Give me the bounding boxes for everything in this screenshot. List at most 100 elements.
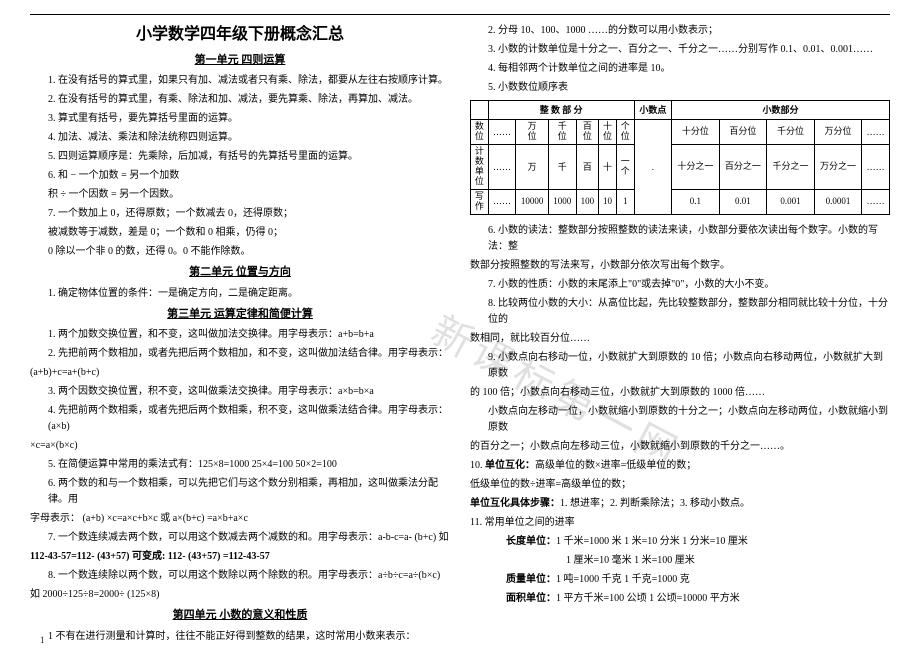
- cell: 十分之一: [672, 145, 720, 190]
- text-line: 3. 算式里有括号，要先算括号里面的运算。: [30, 111, 450, 127]
- text-line: 的 100 倍；小数点向右移动三位，小数就扩大到原数的 1000 倍……: [470, 385, 890, 401]
- empty-header: [471, 101, 489, 120]
- cell: 一个: [616, 145, 634, 190]
- label: 单位互化：: [485, 460, 535, 471]
- cell: ……: [862, 145, 890, 190]
- table-row: 整 数 部 分 小数点 小数部分: [471, 101, 890, 120]
- row-label: 计数单位: [471, 145, 489, 190]
- cell: 万分位: [814, 120, 862, 145]
- cell: 万分之一: [814, 145, 862, 190]
- left-column: 小学数学四年级下册概念汇总 第一单元 四则运算 1. 在没有括号的算式里，如果只…: [30, 20, 450, 631]
- text-line: 如 2000÷125÷8=2000÷ (125×8): [30, 587, 450, 603]
- cell: ……: [488, 120, 516, 145]
- text-line: 5. 小数数位顺序表: [470, 80, 890, 96]
- decimal-place-table: 整 数 部 分 小数点 小数部分 数位 …… 万位 千位 百位 十位 个位 . …: [470, 100, 890, 215]
- cell: 1000: [548, 189, 576, 214]
- top-divider: [30, 14, 890, 15]
- cell: 万位: [516, 120, 549, 145]
- bold-text: 112-43-57=112- (43+57) 可变成: 112- (43+57)…: [30, 551, 270, 562]
- text-line: 1. 两个加数交换位置，和不变，这叫做加法交换律。用字母表示：a+b=b+a: [30, 327, 450, 343]
- cell: ……: [862, 120, 890, 145]
- text-line: 单位互化具体步骤：1. 想进率；2. 判断乘除法；3. 移动小数点。: [470, 496, 890, 512]
- text-line: 8. 一个数连续除以两个数，可以用这个数除以两个除数的积。用字母表示：a÷b÷c…: [30, 568, 450, 584]
- text-line: 4. 加法、减法、乘法和除法统称四则运算。: [30, 130, 450, 146]
- area-label: 面积单位：: [506, 593, 556, 604]
- text-line: 6. 两个数的和与一个数相乘，可以先把它们与这个数分别相乘，再相加，这叫做乘法分…: [30, 476, 450, 508]
- text-line: 3. 两个因数交换位置，积不变，这叫做乘法交换律。用字母表示：a×b=b×a: [30, 384, 450, 400]
- unit3-title: 第三单元 运算定律和简便计算: [30, 306, 450, 324]
- dot-header: 小数点: [634, 101, 672, 120]
- text-line: 1 厘米=10 毫米 1 米=100 厘米: [470, 553, 890, 569]
- cell: 个位: [616, 120, 634, 145]
- text-line: 7. 一个数加上 0，还得原数；一个数减去 0，还得原数；: [30, 206, 450, 222]
- text-line: 的百分之一；小数点向左移动三位，小数就缩小到原数的千分之一……。: [470, 439, 890, 455]
- length-label: 长度单位：: [506, 536, 556, 547]
- text-line: 数相同，就比较百分位……: [470, 331, 890, 347]
- text: 1. 想进率；2. 判断乘除法；3. 移动小数点。: [560, 498, 750, 509]
- table-row: 计数单位 …… 万 千 百 十 一个 十分之一 百分之一 千分之一 万分之一 ……: [471, 145, 890, 190]
- text-line: 2. 先把前两个数相加，或者先把后两个数相加，和不变，这叫做加法结合律。用字母表…: [30, 346, 450, 362]
- text-line: 1. 在没有括号的算式里，如果只有加、减法或者只有乘、除法，都要从左往右按顺序计…: [30, 73, 450, 89]
- cell: 0.01: [719, 189, 767, 214]
- cell: ……: [488, 145, 516, 190]
- text-line: 3. 小数的计数单位是十分之一、百分之一、千分之一……分别写作 0.1、0.01…: [470, 42, 890, 58]
- text-line: 低级单位的数÷进率=高级单位的数；: [470, 477, 890, 493]
- page: 新课标第一网 小学数学四年级下册概念汇总 第一单元 四则运算 1. 在没有括号的…: [0, 0, 920, 651]
- cell: ……: [862, 189, 890, 214]
- main-title: 小学数学四年级下册概念汇总: [30, 22, 450, 48]
- row-label: 写作: [471, 189, 489, 214]
- text-line: 2. 分母 10、100、1000 ……的分数可以用小数表示；: [470, 23, 890, 39]
- label: 单位互化具体步骤：: [470, 498, 560, 509]
- text-line: 11. 常用单位之间的进率: [470, 515, 890, 531]
- cell: 0.1: [672, 189, 720, 214]
- cell: 千: [548, 145, 576, 190]
- int-part-header: 整 数 部 分: [488, 101, 634, 120]
- cell: 万: [516, 145, 549, 190]
- cell: 百分位: [719, 120, 767, 145]
- cell: ……: [488, 189, 516, 214]
- cell: 0.0001: [814, 189, 862, 214]
- dec-part-header: 小数部分: [672, 101, 890, 120]
- dot-cell: .: [634, 120, 672, 214]
- text-line: 6. 小数的读法：整数部分按照整数的读法来读，小数部分要依次读出每个数字。小数的…: [470, 223, 890, 255]
- text-line: 质量单位：1 吨=1000 千克 1 千克=1000 克: [470, 572, 890, 588]
- cell: 1: [616, 189, 634, 214]
- cell: 十分位: [672, 120, 720, 145]
- right-column: 2. 分母 10、100、1000 ……的分数可以用小数表示； 3. 小数的计数…: [470, 20, 890, 631]
- mass-values: 1 吨=1000 千克 1 千克=1000 克: [556, 574, 690, 585]
- unit4-title: 第四单元 小数的意义和性质: [30, 607, 450, 625]
- text-line: 6. 和 − 一个加数 = 另一个加数: [30, 168, 450, 184]
- text-line: 面积单位：1 平方千米=100 公顷 1 公顷=10000 平方米: [470, 591, 890, 607]
- text-line: 5. 在简便运算中常用的乘法式有：125×8=1000 25×4=100 50×…: [30, 457, 450, 473]
- length-values: 1 千米=1000 米 1 米=10 分米 1 分米=10 厘米: [556, 536, 748, 547]
- text-line: 4. 先把前两个数相乘，或者先把后两个数相乘，积不变，这叫做乘法结合律。用字母表…: [30, 403, 450, 435]
- text-line: 0 除以一个非 0 的数，还得 0。0 不能作除数。: [30, 244, 450, 260]
- cell: 千位: [548, 120, 576, 145]
- text-line: 小数点向左移动一位，小数就缩小到原数的十分之一；小数点向左移动两位，小数就缩小到…: [470, 404, 890, 436]
- text-line: 5. 四则运算顺序是：先乘除，后加减，有括号的先算括号里面的运算。: [30, 149, 450, 165]
- text-line: 7. 小数的性质：小数的末尾添上"0"或去掉"0"，小数的大小不变。: [470, 277, 890, 293]
- text-line: 1 不有在进行测量和计算时，往往不能正好得到整数的结果，这时常用小数来表示：: [30, 629, 450, 645]
- cell: 0.001: [767, 189, 815, 214]
- item-number: 10.: [470, 460, 485, 471]
- unit2-title: 第二单元 位置与方向: [30, 264, 450, 282]
- text-line: 7. 一个数连续减去两个数，可以用这个数减去两个减数的和。用字母表示：a-b-c…: [30, 530, 450, 546]
- text-line: 4. 每相邻两个计数单位之间的进率是 10。: [470, 61, 890, 77]
- text-line: ×c=a×(b×c): [30, 438, 450, 454]
- text-line: 10. 单位互化：高级单位的数×进率=低级单位的数；: [470, 458, 890, 474]
- table-row: 数位 …… 万位 千位 百位 十位 个位 . 十分位 百分位 千分位 万分位 ……: [471, 120, 890, 145]
- page-number: 1: [40, 635, 45, 645]
- text-line: 8. 比较两位小数的大小：从高位比起，先比较整数部分，整数部分相同就比较十分位，…: [470, 296, 890, 328]
- text-line: 被减数等于减数，差是 0；一个数和 0 相乘，仍得 0；: [30, 225, 450, 241]
- cell: 千分位: [767, 120, 815, 145]
- cell: 十: [599, 145, 617, 190]
- area-values: 1 平方千米=100 公顷 1 公顷=10000 平方米: [556, 593, 740, 604]
- cell: 千分之一: [767, 145, 815, 190]
- cell: 百位: [576, 120, 599, 145]
- cell: 百分之一: [719, 145, 767, 190]
- cell: 10000: [516, 189, 549, 214]
- row-label: 数位: [471, 120, 489, 145]
- cell: 100: [576, 189, 599, 214]
- text-line: 9. 小数点向右移动一位，小数就扩大到原数的 10 倍；小数点向右移动两位，小数…: [470, 350, 890, 382]
- unit1-title: 第一单元 四则运算: [30, 52, 450, 70]
